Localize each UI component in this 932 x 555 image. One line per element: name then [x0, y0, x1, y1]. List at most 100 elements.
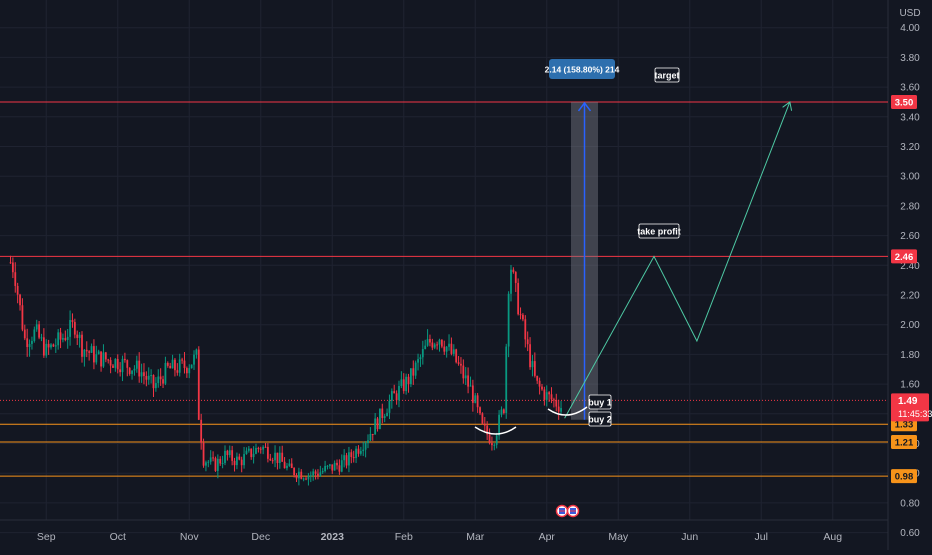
- candle-body: [443, 346, 446, 352]
- candle-body: [548, 392, 551, 395]
- y-tick-label: 4.00: [900, 23, 920, 34]
- candle-body: [166, 362, 169, 366]
- level-price-tag-bg: [891, 249, 917, 264]
- candle-body: [469, 385, 472, 387]
- candle-body: [271, 460, 274, 462]
- candle-body: [90, 346, 93, 353]
- candle-body: [438, 339, 441, 345]
- candle-body: [474, 395, 477, 403]
- level-price-tag: 1.33: [895, 420, 914, 431]
- candle-body: [512, 269, 515, 273]
- candle-body: [140, 372, 143, 377]
- candle-body: [116, 358, 119, 370]
- target-annotation: target: [654, 71, 679, 81]
- candle-body: [181, 359, 183, 361]
- candle-body: [300, 471, 303, 479]
- candle-body: [21, 305, 24, 330]
- candle-body: [33, 329, 36, 341]
- candle-body: [379, 408, 381, 430]
- candle-body: [295, 475, 298, 479]
- candle-body: [352, 457, 355, 459]
- candle-body: [95, 354, 98, 363]
- measure-label: 2.14 (158.80%) 214: [545, 65, 620, 75]
- candle-body: [467, 375, 469, 387]
- candle-body: [145, 375, 148, 380]
- candle-body: [476, 395, 479, 408]
- candle-body: [126, 360, 129, 368]
- candle-body: [231, 450, 234, 461]
- candle-body: [26, 338, 29, 348]
- candle-body: [350, 452, 353, 458]
- y-tick-label: 3.60: [900, 83, 920, 94]
- take-profit-annotation: take profit: [637, 227, 681, 237]
- candle-body: [19, 294, 21, 306]
- candle-body: [135, 360, 138, 369]
- level-price-tag-bg: [891, 435, 917, 450]
- candle-body: [138, 360, 141, 377]
- candle-body: [364, 442, 367, 450]
- candle-body: [314, 471, 317, 474]
- candle-body: [405, 376, 408, 392]
- candle-body: [302, 478, 305, 480]
- candle-body: [331, 464, 334, 471]
- x-tick-label: Sep: [37, 531, 56, 543]
- event-icon[interactable]: [566, 504, 580, 518]
- candle-body: [388, 400, 391, 413]
- candle-body: [66, 336, 69, 340]
- candle-body: [445, 346, 448, 352]
- countdown-timer: 11:45:33: [898, 409, 932, 419]
- candle-body: [255, 447, 257, 454]
- x-tick-label: Nov: [180, 531, 199, 543]
- candle-body: [269, 458, 272, 461]
- candle-body: [321, 471, 324, 473]
- candle-body: [154, 383, 157, 389]
- candle-body: [510, 269, 512, 294]
- candle-body: [195, 349, 198, 355]
- candle-body: [57, 332, 60, 346]
- level-price-tag-bg: [891, 469, 917, 484]
- candle-body: [348, 452, 350, 466]
- candle-body: [452, 349, 455, 354]
- candle-body: [390, 391, 393, 401]
- candle-body: [209, 457, 212, 462]
- candle-body: [333, 462, 336, 471]
- candle-body: [14, 272, 17, 286]
- buy1-annotation: buy 1: [588, 398, 612, 408]
- buy2-annotation: buy 2: [588, 415, 612, 425]
- candle-body: [448, 343, 450, 347]
- level-price-tag: 2.46: [895, 252, 914, 263]
- event-icon[interactable]: [555, 504, 569, 518]
- candle-body: [185, 368, 188, 374]
- candle-body: [59, 332, 62, 340]
- candle-body: [414, 362, 417, 376]
- candle-body: [264, 446, 267, 448]
- candle-body: [529, 344, 531, 368]
- candle-body: [381, 408, 384, 419]
- candle-body: [176, 370, 179, 373]
- candle-body: [174, 359, 176, 371]
- buy1-arc: [547, 406, 588, 416]
- candle-body: [319, 472, 322, 477]
- candle-body: [228, 450, 231, 456]
- candle-body: [495, 435, 498, 445]
- candle-body: [62, 338, 64, 340]
- candle-body: [114, 358, 117, 368]
- x-tick-label: Jul: [755, 531, 768, 543]
- level-price-tag: 1.21: [895, 438, 914, 449]
- candle-body: [462, 365, 465, 379]
- candle-body: [440, 339, 443, 347]
- candle-body: [519, 314, 522, 316]
- candle-body: [107, 359, 110, 361]
- candle-body: [224, 450, 226, 463]
- candle-body: [460, 363, 462, 366]
- x-tick-label: Jun: [681, 531, 698, 543]
- candle-body: [131, 370, 133, 374]
- candle-body: [45, 343, 48, 356]
- candle-body: [336, 462, 338, 466]
- y-tick-label: 1.80: [900, 350, 920, 361]
- candle-body: [119, 369, 122, 373]
- candle-body: [81, 334, 83, 357]
- candle-body: [369, 433, 372, 441]
- candle-body: [553, 399, 555, 401]
